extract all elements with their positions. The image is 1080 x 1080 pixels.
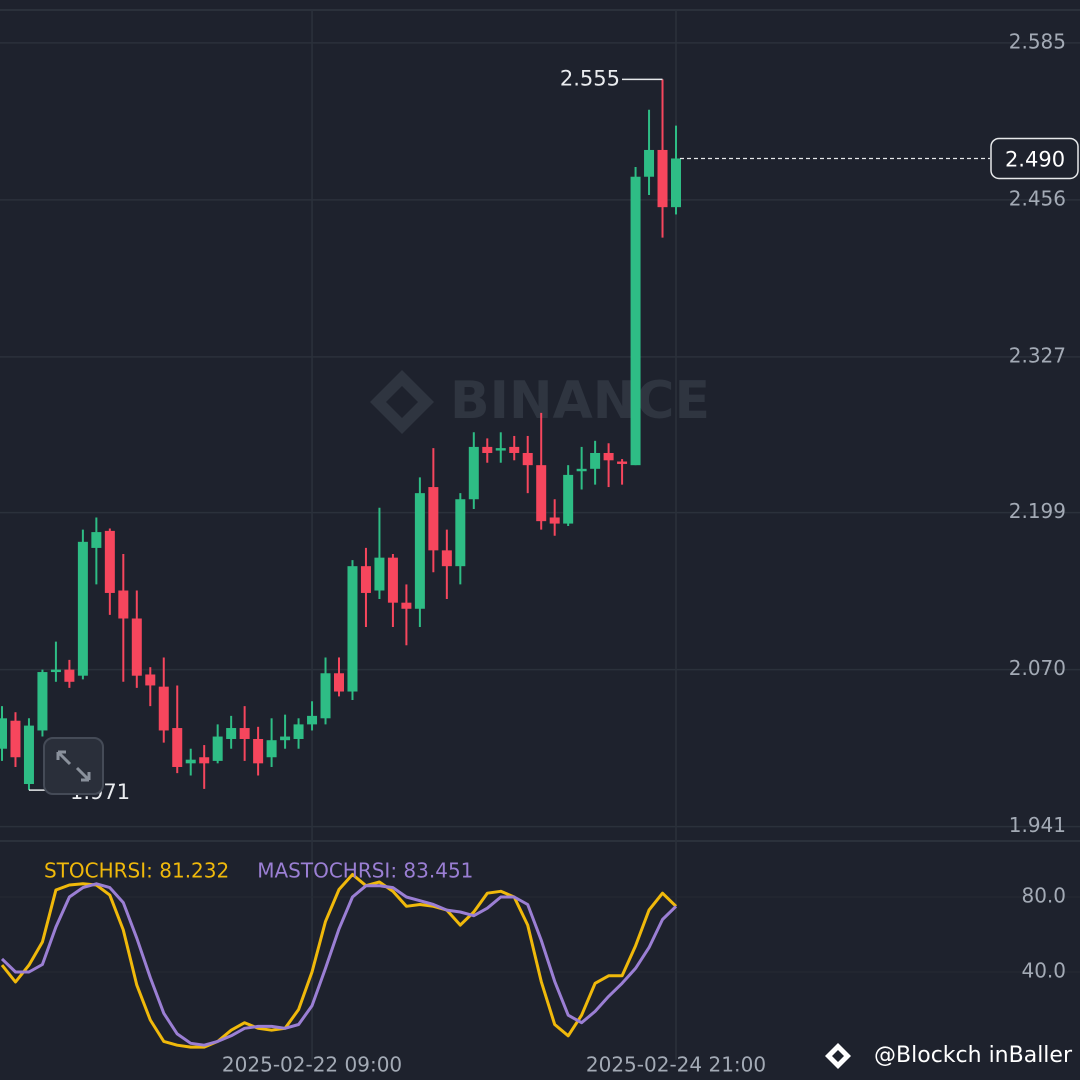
candle-body: [617, 461, 628, 464]
max-label: 2.555: [560, 66, 620, 90]
candle-body: [37, 672, 48, 731]
candle-body: [91, 532, 102, 548]
candle-body: [347, 566, 358, 692]
candle-body: [576, 468, 587, 472]
candle-body: [293, 724, 304, 739]
candle-body: [0, 718, 7, 749]
y-tick-label: 1.941: [1009, 813, 1066, 837]
candle-body: [522, 452, 533, 466]
x-tick-label: 2025-02-24 21:00: [586, 1053, 766, 1077]
candle-body: [482, 446, 493, 453]
candle-body: [590, 452, 601, 469]
y-tick-label: 2.327: [1009, 343, 1066, 367]
candle-body: [401, 602, 412, 609]
candle-body: [50, 669, 61, 673]
last-price-label: 2.490: [1005, 147, 1065, 171]
candle-body: [239, 728, 250, 739]
candle-body: [549, 517, 560, 524]
candle-body: [360, 566, 371, 593]
candle-body: [131, 618, 142, 676]
watermark: BINANCE: [450, 371, 710, 431]
credit-logo: [825, 1043, 851, 1069]
candle-body: [23, 725, 34, 785]
candle-body: [212, 736, 223, 761]
credit: @Blockch inBaller: [874, 1043, 1073, 1068]
candle-body: [185, 759, 196, 764]
candle-body: [441, 550, 452, 567]
candle-body: [334, 673, 344, 692]
candle-body: [172, 728, 183, 767]
y-tick-label: 80.0: [1021, 883, 1066, 907]
expand-button[interactable]: [43, 737, 104, 795]
candle-body: [253, 738, 264, 764]
candle-body: [563, 474, 574, 524]
candle-body: [226, 728, 237, 739]
candle-body: [603, 452, 614, 461]
candle-body: [644, 149, 655, 177]
candle-body: [387, 557, 398, 603]
candle-body: [536, 465, 547, 522]
x-tick-label: 2025-02-22 09:00: [222, 1053, 402, 1077]
watermark-logo: [370, 370, 434, 434]
expand-button-bg[interactable]: [43, 737, 104, 795]
candle-body: [64, 669, 75, 682]
y-tick-label: 40.0: [1021, 959, 1066, 983]
candle-body: [428, 487, 439, 551]
candle-body: [630, 176, 641, 466]
y-tick-label: 2.456: [1009, 186, 1066, 210]
candle-body: [199, 757, 210, 764]
y-tick-label: 2.199: [1009, 499, 1066, 523]
candle-body: [414, 493, 425, 609]
candle-body: [495, 448, 506, 451]
candle-body: [118, 590, 129, 619]
candle-body: [468, 446, 479, 500]
candle-body: [307, 715, 318, 725]
candle-body: [657, 149, 668, 208]
candle-body: [455, 499, 466, 567]
candle-body: [280, 736, 291, 741]
legend-label: STOCHRSI: 81.232: [44, 859, 229, 883]
candle-body: [104, 530, 115, 593]
stoch-line: [0, 882, 678, 1047]
y-tick-label: 2.070: [1009, 656, 1066, 680]
candle-body: [374, 557, 385, 591]
candle-body: [266, 740, 277, 758]
candle-body: [145, 674, 156, 686]
last-price-box: [990, 137, 1079, 180]
candle-body: [320, 673, 331, 719]
candle-body: [509, 446, 520, 453]
candle-body: [10, 720, 21, 758]
candle-body: [158, 686, 169, 731]
candle-body: [77, 541, 88, 676]
candle-body: [671, 158, 681, 208]
stoch-line: [0, 873, 678, 1049]
expand-icon: [56, 750, 91, 782]
y-tick-label: 2.585: [1009, 29, 1066, 53]
legend-label: MASTOCHRSI: 83.451: [257, 859, 473, 883]
